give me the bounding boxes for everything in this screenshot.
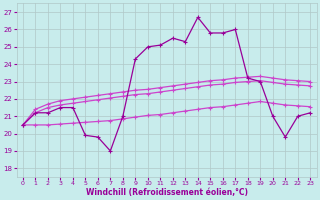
X-axis label: Windchill (Refroidissement éolien,°C): Windchill (Refroidissement éolien,°C) [85,188,248,197]
